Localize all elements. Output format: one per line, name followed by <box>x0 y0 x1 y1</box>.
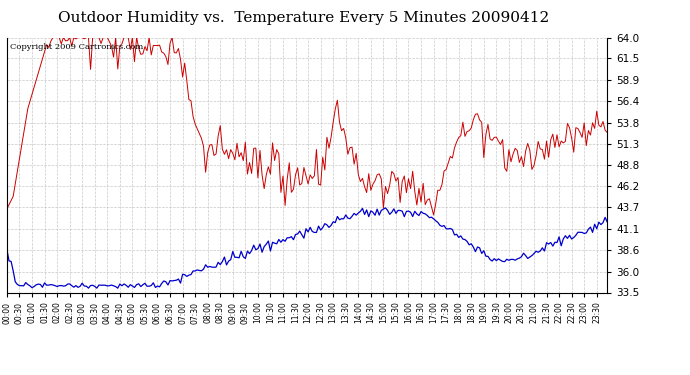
Text: Outdoor Humidity vs.  Temperature Every 5 Minutes 20090412: Outdoor Humidity vs. Temperature Every 5… <box>58 11 549 25</box>
Text: Copyright 2009 Cartronics.com: Copyright 2009 Cartronics.com <box>10 43 143 51</box>
